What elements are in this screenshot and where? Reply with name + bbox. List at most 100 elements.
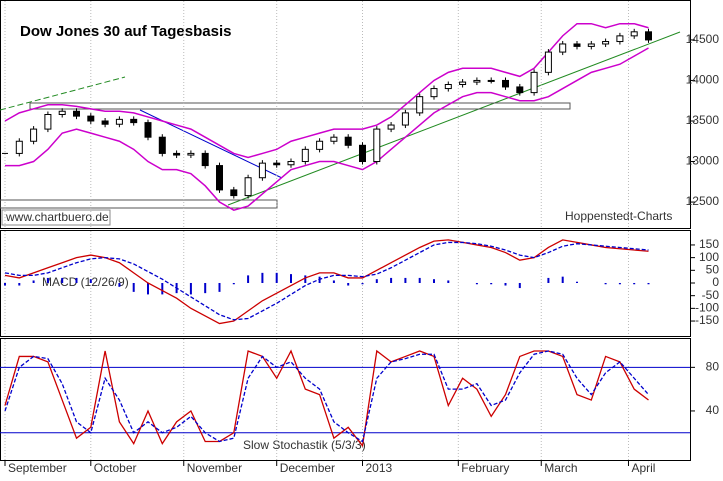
candle [573,43,581,47]
y-tick-label: -150 [695,313,719,327]
candle [373,128,381,163]
candle [144,122,152,138]
series-line [4,239,649,325]
histogram-bar [4,282,6,286]
candle [15,140,23,154]
histogram-bar [361,282,364,285]
histogram-bar [147,282,149,295]
series-line [4,349,649,448]
y-tick-label: 100 [699,250,719,264]
band [5,47,649,211]
x-tick-label: October [94,461,137,475]
series-line [4,350,649,443]
candle [530,71,538,94]
source-box [1,209,111,226]
candle [316,140,324,150]
histogram-bar [61,277,64,283]
candle [645,31,652,41]
source: www.chartbuero.de [5,210,109,224]
candle [602,41,610,45]
candle [559,43,567,53]
histogram-bar [189,282,192,295]
candle [216,165,223,191]
histogram-bar [418,277,421,283]
candle [115,118,123,125]
y-tick-label: 13000 [686,154,720,168]
histogram-bar [576,281,578,283]
candle [459,81,467,86]
support-box [0,199,278,209]
chart-title: Dow Jones 30 auf Tagesbasis [20,23,231,40]
x-tick-label: November [187,461,242,475]
y-tick-label: 14000 [686,73,720,87]
y-tick-label: 150 [699,237,719,251]
histogram-bar [218,282,221,292]
histogram-bar [75,277,78,283]
histogram-bar [504,282,507,286]
stoch-label: Slow Stochastik (5/3/3) [243,438,366,452]
histogram-bar [490,282,493,285]
candle [87,115,95,122]
candle [430,88,438,98]
candle [630,31,638,37]
resistance-box [29,102,571,110]
histogram-bar [261,272,264,283]
y-tick-label: 14500 [686,32,720,46]
candle [487,79,495,82]
candle [101,120,109,125]
y-tick-label: 13500 [686,113,720,127]
candle [158,136,166,154]
candle [330,136,338,142]
candle [258,162,266,179]
candle [287,161,295,166]
histogram-bar [161,282,164,295]
candle [344,136,352,146]
histogram-bar [547,277,550,283]
candle [473,79,481,83]
histogram-bar [475,282,478,285]
histogram-bar [332,280,335,283]
histogram-bar [275,272,278,283]
candle [173,152,181,156]
candle [516,86,524,94]
histogram-bar [46,277,49,283]
histogram-bar [633,282,636,285]
trend-line [0,76,126,111]
y-tick-label: 80 [706,360,720,374]
histogram-bar [647,282,650,285]
x-tick-label: 2013 [366,461,393,475]
histogram-bar [232,282,235,285]
histogram-bar [404,277,407,283]
macd-label: MACD (12/26/9) [42,275,129,289]
band [4,22,649,159]
candle [359,144,366,163]
histogram-bar [18,282,21,286]
candle [416,96,424,114]
series-line [4,241,649,321]
histogram-bar [561,276,564,283]
stoch-panel [0,338,691,461]
histogram-bar [390,277,393,283]
candle [387,124,395,130]
histogram-bar [375,279,378,283]
candle [187,152,195,156]
histogram-bar [447,280,450,283]
candle [301,148,309,163]
candle [30,128,38,142]
y-tick-label: 0 [712,275,719,289]
histogram-bar [89,279,92,283]
y-tick-label: 12500 [686,194,720,208]
candle [587,43,595,47]
price-panel [0,0,691,229]
y-tick-label: 50 [706,262,720,276]
histogram-bar [604,282,607,285]
y-tick-label: -100 [695,301,719,315]
y-tick-label: 40 [706,403,720,417]
histogram-bar [304,275,307,283]
x-tick-label: December [280,461,335,475]
candle [273,162,281,166]
histogram-bar [618,282,621,285]
histogram-bar [290,274,292,283]
candle [130,118,138,124]
histogram-bar [204,282,207,294]
